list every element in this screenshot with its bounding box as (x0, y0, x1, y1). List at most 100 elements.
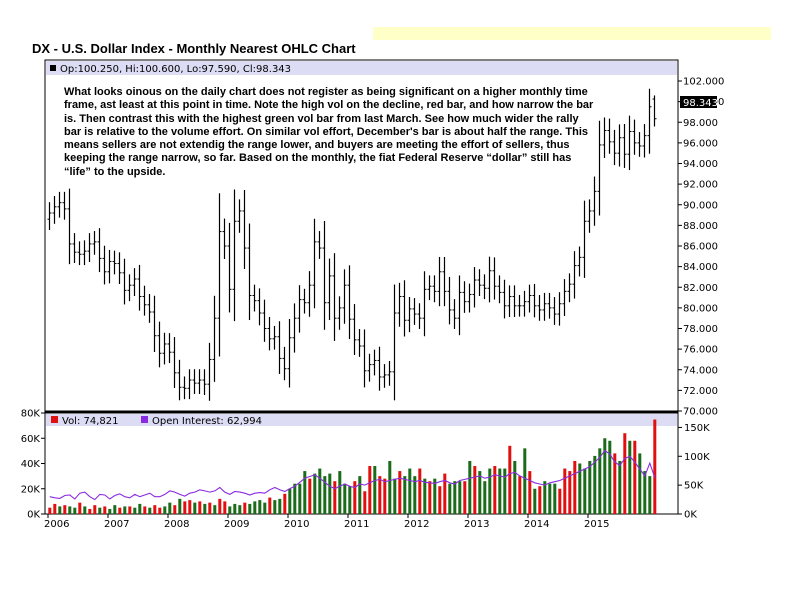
ohlc-bar (587, 199, 592, 233)
volume-bar (463, 481, 467, 514)
volume-bar (443, 473, 447, 514)
volume-bar (608, 440, 612, 514)
volume-bar (248, 503, 252, 514)
price-tick-label: 80.000 (683, 303, 718, 314)
ohlc-bar (257, 288, 262, 326)
volume-bar (278, 498, 282, 514)
commentary-text: What looks oinous on the daily chart doe… (64, 86, 594, 178)
volume-bar (223, 501, 227, 514)
volume-bar (73, 507, 77, 514)
volume-bar (78, 502, 82, 514)
volume-bar (253, 501, 257, 514)
ohlc-bar (67, 188, 72, 265)
volume-bar (363, 491, 367, 514)
volume-bar (258, 500, 262, 514)
ohlc-bar (382, 364, 387, 388)
volume-bar (368, 466, 372, 514)
volume-bar (263, 502, 267, 514)
volume-bar (398, 471, 402, 514)
volume-bar (563, 468, 567, 514)
ohlc-bar (312, 218, 317, 309)
ohlc-bar (182, 376, 187, 400)
volume-bar (338, 471, 342, 514)
ohlc-bar (132, 268, 137, 297)
ohlc-bar (437, 256, 442, 307)
volume-bar (488, 468, 492, 514)
volume-bar (458, 481, 462, 514)
volume-bar (618, 460, 622, 514)
volume-bar (193, 502, 197, 514)
volume-bar (528, 471, 532, 514)
ohlc-bar (537, 294, 542, 321)
ohlc-bar (512, 285, 517, 318)
volume-bar (493, 466, 497, 514)
ohlc-bar (582, 200, 587, 278)
ohlc-bar (652, 95, 657, 127)
volume-bar (518, 476, 522, 514)
ohlc-bar (152, 295, 157, 352)
ohlc-bar (457, 275, 462, 336)
ohlc-bar (562, 279, 567, 317)
ohlc-bar (127, 274, 132, 302)
volume-bar (293, 483, 297, 514)
ohlc-bar (242, 190, 247, 269)
top-banner (373, 27, 771, 40)
ohlc-bar (442, 256, 447, 307)
volume-bar (568, 471, 572, 514)
year-tick-label: 2011 (344, 519, 369, 530)
volume-bar (613, 453, 617, 514)
volume-bar (333, 481, 337, 514)
ohlc-bar (497, 275, 502, 304)
price-tick-label: 72.000 (683, 386, 718, 397)
volume-bar (603, 438, 607, 514)
volume-bar (113, 505, 117, 514)
ohlc-bar (187, 369, 192, 400)
ohlc-bar (647, 88, 652, 154)
volume-bar (448, 483, 452, 514)
volume-bar (303, 471, 307, 514)
volume-bar (188, 500, 192, 514)
ohlc-bar (227, 222, 232, 313)
year-tick-label: 2012 (404, 519, 429, 530)
ohlc-bar (77, 241, 82, 266)
price-legend-bar (46, 61, 677, 75)
ohlc-bar (522, 290, 527, 317)
volume-bar (118, 507, 122, 514)
open-interest-line (49, 449, 656, 501)
price-tick-label: 84.000 (683, 262, 718, 273)
ohlc-bar (332, 253, 337, 341)
ohlc-bar (82, 240, 87, 266)
year-tick-label: 2006 (44, 519, 69, 530)
ohlc-bar (237, 199, 242, 233)
volume-bars (48, 419, 657, 514)
ohlc-bar (92, 231, 97, 255)
volume-bar (123, 506, 127, 514)
ohlc-bar (202, 369, 207, 396)
oi-legend-text: Open Interest: 62,994 (152, 416, 262, 427)
volume-bar (173, 505, 177, 514)
volume-bar (63, 505, 67, 514)
volume-legend-marker (51, 416, 58, 423)
year-tick-label: 2010 (284, 519, 309, 530)
oi-tick-label: 150K (684, 423, 710, 434)
volume-bar (128, 506, 132, 514)
ohlc-bar (262, 299, 267, 342)
volume-bar (573, 460, 577, 514)
ohlc-bar (622, 124, 627, 168)
ohlc-bar (112, 250, 117, 275)
ohlc-bar (252, 284, 257, 312)
price-tick-label: 70.000 (683, 407, 718, 418)
volume-bar (433, 478, 437, 514)
ohlc-bar (292, 303, 297, 353)
ohlc-bar (57, 191, 62, 218)
volume-bar (288, 488, 292, 514)
ohlc-bar (632, 119, 637, 155)
volume-bar (268, 497, 272, 514)
volume-bar (108, 508, 112, 514)
volume-bar (643, 471, 647, 514)
ohlc-bar (572, 251, 577, 299)
volume-tick-label: 0K (27, 510, 40, 521)
volume-bar (218, 498, 222, 514)
volume-bar (58, 506, 62, 514)
